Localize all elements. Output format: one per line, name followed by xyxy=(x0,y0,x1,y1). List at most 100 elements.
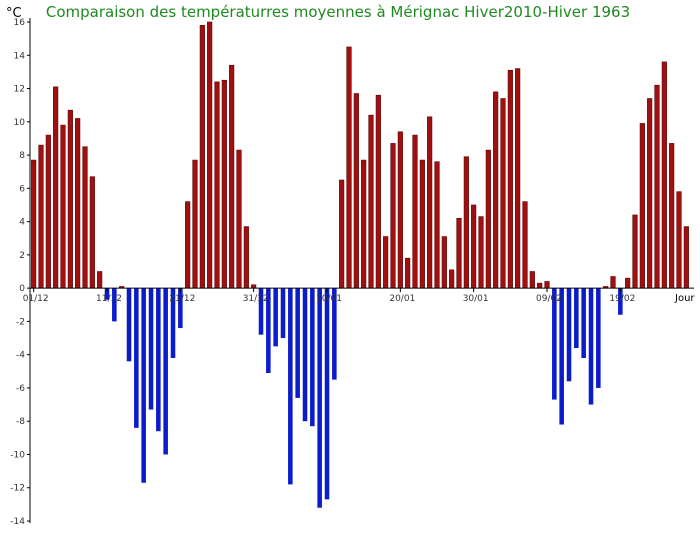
y-tick-label: -8 xyxy=(16,417,25,427)
bar-day-44 xyxy=(346,46,352,289)
x-tick-label: 21/12 xyxy=(169,294,195,304)
x-tick-label: 10/01 xyxy=(316,294,342,304)
bar-day-36 xyxy=(288,288,293,485)
bar-day-43 xyxy=(339,179,345,289)
bar-day-76 xyxy=(581,288,586,358)
bar-day-18 xyxy=(156,288,161,432)
bar-day-64 xyxy=(493,91,499,289)
bar-day-88 xyxy=(669,143,675,289)
y-tick-label: 6 xyxy=(19,184,25,194)
bar-day-6 xyxy=(67,109,73,289)
bar-day-69 xyxy=(529,271,535,289)
bar-day-62 xyxy=(478,216,484,289)
bar-day-78 xyxy=(596,288,601,388)
bar-day-50 xyxy=(390,143,396,289)
bar-day-49 xyxy=(383,236,389,289)
bar-day-81 xyxy=(618,288,623,315)
y-tick-label: -12 xyxy=(10,484,25,494)
bar-day-33 xyxy=(266,288,271,373)
bar-day-51 xyxy=(397,131,403,289)
bar-day-66 xyxy=(507,69,513,289)
bar-day-38 xyxy=(302,288,308,422)
bar-day-83 xyxy=(632,214,638,289)
bar-day-4 xyxy=(53,86,59,289)
y-tick-label: 12 xyxy=(14,85,25,95)
bar-day-24 xyxy=(199,25,205,289)
bar-day-40 xyxy=(317,288,322,508)
bar-day-54 xyxy=(419,159,425,289)
bar-day-42 xyxy=(332,288,337,380)
y-tick-label: -14 xyxy=(10,517,25,527)
bar-day-21 xyxy=(178,288,183,329)
y-tick-label: -2 xyxy=(16,317,25,327)
bar-day-22 xyxy=(185,201,191,289)
y-axis-unit-label: °C xyxy=(6,6,22,21)
x-axis-label: Jour xyxy=(674,293,695,304)
bar-day-9 xyxy=(89,176,95,289)
bar-day-74 xyxy=(566,288,572,382)
bar-day-29 xyxy=(236,149,242,289)
bar-day-72 xyxy=(552,288,557,400)
bar-day-34 xyxy=(273,288,278,347)
y-tick-label: 10 xyxy=(14,118,26,128)
bar-day-39 xyxy=(310,288,315,427)
bar-day-3 xyxy=(45,134,51,289)
bar-day-84 xyxy=(639,123,645,289)
bar-day-53 xyxy=(412,134,418,289)
bar-day-30 xyxy=(243,226,249,289)
bar-day-55 xyxy=(427,116,433,289)
bar-day-10 xyxy=(97,271,103,289)
bar-day-11 xyxy=(104,288,110,300)
bar-day-52 xyxy=(405,257,411,289)
bar-day-28 xyxy=(229,64,235,289)
bar-day-17 xyxy=(148,288,154,410)
bar-day-57 xyxy=(441,236,447,289)
y-ticks-group: 16 14 12 10 8 6 4 2 0 -2 -4 -6 -8 -10 -12 -14 xyxy=(10,18,30,527)
bar-day-61 xyxy=(471,204,477,289)
bar-day-19 xyxy=(163,288,168,455)
bar-day-56 xyxy=(434,161,440,289)
y-tick-label: 4 xyxy=(19,218,25,228)
bar-day-89 xyxy=(676,191,682,289)
bar-day-80 xyxy=(610,276,616,289)
bar-day-41 xyxy=(324,288,330,500)
bar-day-70 xyxy=(537,282,543,289)
y-tick-label: 14 xyxy=(14,51,26,61)
y-tick-label: 0 xyxy=(19,284,25,294)
axes-group xyxy=(29,18,694,523)
bar-day-85 xyxy=(647,98,653,289)
x-tick-label: 19/02 xyxy=(609,294,635,304)
bar-day-2 xyxy=(38,144,44,289)
bar-day-45 xyxy=(353,93,359,289)
y-tick-label: -10 xyxy=(10,450,25,460)
chart-title: Comparaison des températurres moyennes à… xyxy=(46,3,630,21)
bar-day-71 xyxy=(544,281,550,289)
bar-day-82 xyxy=(625,277,631,289)
bar-day-26 xyxy=(214,81,220,289)
bar-day-7 xyxy=(75,118,81,289)
bar-day-1 xyxy=(31,159,37,289)
x-tick-label: 09/02 xyxy=(536,294,562,304)
bar-day-14 xyxy=(126,288,132,362)
bar-day-48 xyxy=(375,94,381,289)
bar-day-12 xyxy=(112,288,117,322)
bar-day-59 xyxy=(456,217,462,289)
bar-day-37 xyxy=(295,288,300,398)
bar-day-47 xyxy=(368,114,374,289)
x-tick-label: 30/01 xyxy=(463,294,489,304)
bar-day-67 xyxy=(515,68,521,289)
x-tick-label: 01/12 xyxy=(23,294,49,304)
x-tick-label: 20/01 xyxy=(389,294,415,304)
bar-day-35 xyxy=(280,288,286,339)
bar-day-68 xyxy=(522,201,528,289)
bar-day-87 xyxy=(661,61,667,289)
x-tick-label: 31/12 xyxy=(243,294,269,304)
bar-day-73 xyxy=(559,288,564,425)
x-ticks-group: 01/12 11/12 21/12 31/12 10/01 20/01 30/01 09/02… xyxy=(23,288,635,304)
bar-day-8 xyxy=(82,146,88,289)
bar-day-86 xyxy=(654,84,660,289)
y-tick-label: 16 xyxy=(14,18,26,28)
bar-day-46 xyxy=(361,159,367,289)
bar-day-77 xyxy=(588,288,594,405)
